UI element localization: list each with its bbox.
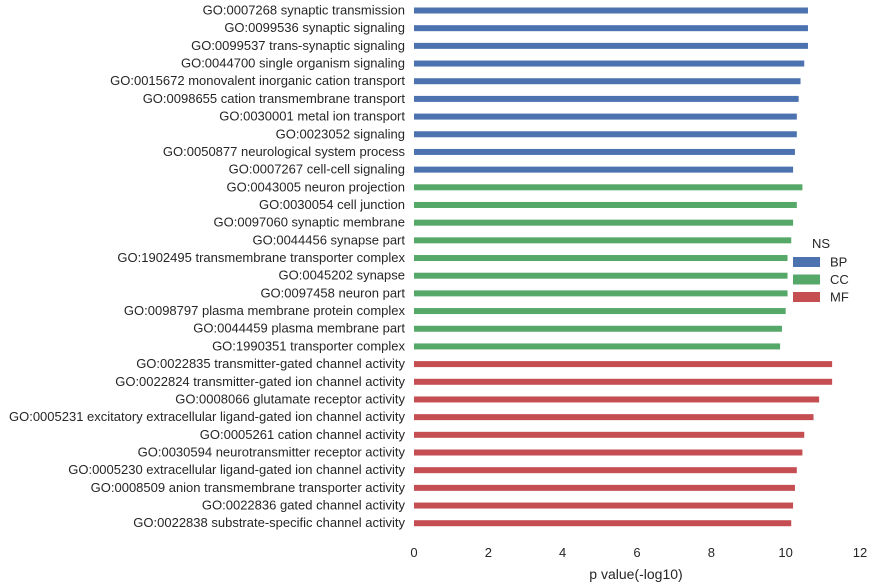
legend: NS BP CC MF (793, 236, 849, 305)
legend-title: NS (812, 236, 830, 251)
bar-7 (414, 113, 797, 120)
category-label: GO:0022838 substrate-specific channel ac… (133, 515, 405, 530)
x-axis-label: p value(-log10) (589, 566, 682, 582)
category-label: GO:0007268 synaptic transmission (203, 3, 405, 18)
bar-11 (414, 184, 803, 191)
bar-5 (414, 78, 801, 85)
bar-20 (414, 343, 781, 350)
bar-26 (414, 449, 803, 456)
bar-10 (414, 166, 794, 173)
category-label: GO:0044459 plasma membrane part (193, 321, 405, 336)
legend-label-mf: MF (830, 290, 849, 305)
bar-18 (414, 308, 786, 315)
bar-27 (414, 467, 797, 474)
bar-25 (414, 431, 805, 438)
bar-6 (414, 95, 799, 102)
category-label: GO:0098797 plasma membrane protein compl… (124, 303, 406, 318)
category-label: GO:0050877 neurological system process (163, 144, 406, 159)
category-label: GO:0044700 single organism signaling (181, 56, 405, 71)
category-label: GO:0005231 excitatory extracellular liga… (9, 409, 406, 424)
bar-3 (414, 42, 808, 49)
category-label: GO:0005261 cation channel activity (200, 427, 406, 442)
bar-21 (414, 361, 833, 368)
category-label: GO:0045202 synapse (279, 268, 405, 283)
category-label: GO:0099537 trans-synaptic signaling (191, 38, 405, 53)
category-label: GO:0022824 transmitter-gated ion channel… (115, 374, 405, 389)
category-label: GO:0023052 signaling (276, 126, 405, 141)
x-tick-label: 10 (778, 545, 792, 560)
category-label: GO:0043005 neuron projection (226, 179, 405, 194)
category-label: GO:0044456 synapse part (253, 232, 406, 247)
category-label: GO:0097458 neuron part (260, 285, 405, 300)
category-label: GO:0022836 gated channel activity (202, 498, 406, 513)
legend-swatch-cc (793, 274, 820, 285)
bar-2 (414, 25, 808, 32)
category-label: GO:0099536 synaptic signaling (224, 20, 405, 35)
category-label: GO:0008066 glutamate receptor activity (175, 391, 405, 406)
category-labels: GO:0007268 synaptic transmission GO:00995… (9, 3, 406, 531)
category-label: GO:0030001 metal ion transport (219, 109, 405, 124)
x-tick-label: 6 (633, 545, 640, 560)
bar-12 (414, 201, 797, 208)
category-label: GO:0030054 cell junction (259, 197, 405, 212)
bars-layer (414, 7, 833, 527)
category-label: GO:1902495 transmembrane transporter com… (117, 250, 405, 265)
bar-28 (414, 484, 795, 491)
x-tick-label: 4 (559, 545, 566, 560)
bar-22 (414, 378, 833, 385)
bar-17 (414, 290, 788, 297)
x-tick-label: 2 (485, 545, 492, 560)
bar-1 (414, 7, 808, 14)
x-axis-ticks: 0 2 4 6 8 10 12 (410, 545, 867, 560)
bar-9 (414, 148, 795, 155)
bar-30 (414, 520, 792, 527)
x-tick-label: 0 (410, 545, 417, 560)
bar-14 (414, 237, 792, 244)
bar-16 (414, 272, 788, 279)
legend-label-bp: BP (830, 255, 847, 270)
bar-29 (414, 502, 794, 509)
category-label: GO:0098655 cation transmembrane transpor… (143, 91, 406, 106)
category-label: GO:0030594 neurotransmitter receptor act… (138, 445, 406, 460)
category-label: GO:1990351 transporter complex (212, 338, 405, 353)
category-label: GO:0022835 transmitter-gated channel act… (136, 356, 405, 371)
legend-swatch-mf (793, 292, 820, 302)
bar-15 (414, 255, 788, 262)
legend-label-cc: CC (830, 272, 849, 287)
category-label: GO:0008509 anion transmembrane transport… (91, 480, 406, 495)
category-label: GO:0007267 cell-cell signaling (229, 162, 405, 177)
bar-23 (414, 396, 820, 403)
bar-4 (414, 60, 805, 67)
category-label: GO:0015672 monovalent inorganic cation t… (110, 73, 405, 88)
bar-13 (414, 219, 794, 226)
category-label: GO:0005230 extracellular ligand-gated io… (68, 462, 405, 477)
legend-swatch-bp (793, 257, 820, 267)
bar-8 (414, 131, 797, 138)
x-tick-label: 12 (853, 545, 867, 560)
x-tick-label: 8 (708, 545, 715, 560)
bar-24 (414, 414, 814, 421)
category-label: GO:0097060 synaptic membrane (214, 215, 406, 230)
bar-19 (414, 325, 782, 332)
